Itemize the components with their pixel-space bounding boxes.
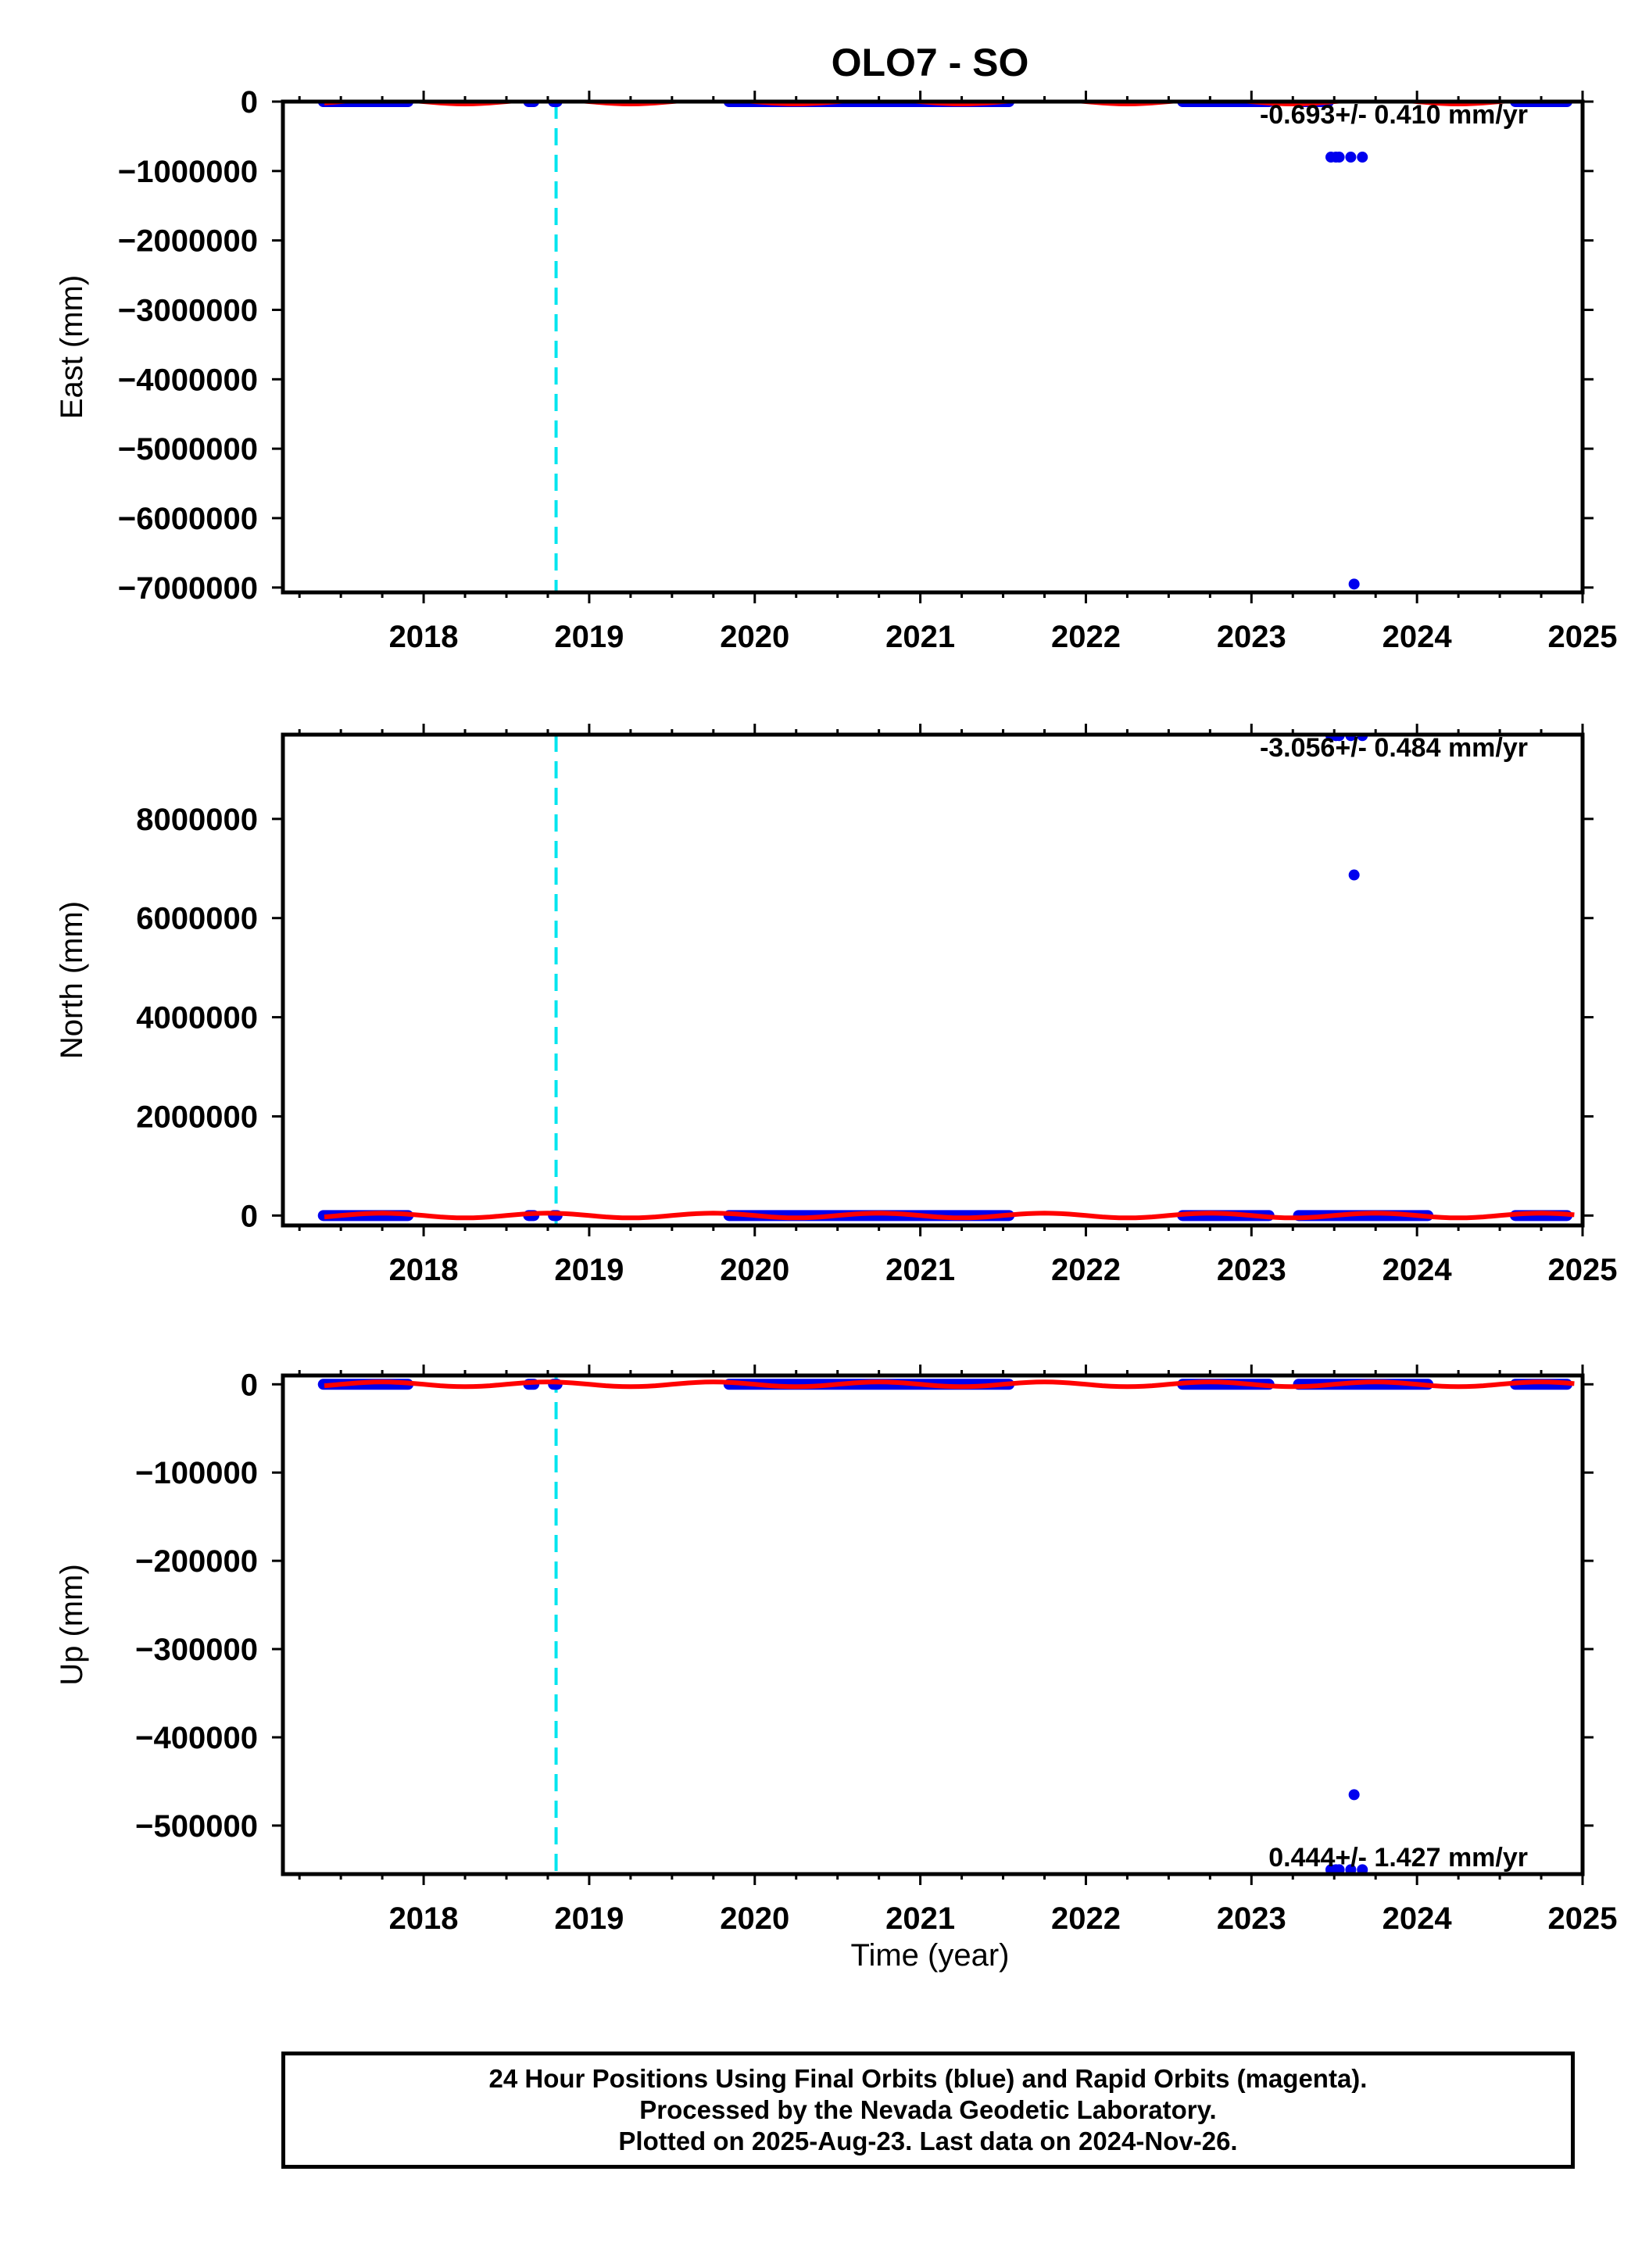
north-x-tick-label: 2025 xyxy=(1548,1253,1618,1287)
north-rate-label: -3.056+/- 0.484 mm/yr xyxy=(1260,733,1528,763)
up-rate-label: 0.444+/- 1.427 mm/yr xyxy=(1268,1843,1528,1873)
up-y-tick-label: −400000 xyxy=(135,1721,258,1755)
east-y-axis-label: East (mm) xyxy=(55,275,89,419)
up-x-tick-label: 2018 xyxy=(389,1901,459,1936)
east-outlier-point xyxy=(1345,152,1357,163)
up-x-tick-label: 2019 xyxy=(554,1901,624,1936)
east-y-tick-label: −1000000 xyxy=(118,155,258,189)
east-y-tick-label: −4000000 xyxy=(118,363,258,397)
east-x-tick-label: 2023 xyxy=(1217,620,1286,654)
east-y-tick-label: −2000000 xyxy=(118,224,258,259)
north-frame xyxy=(281,732,1585,1228)
east-x-tick-label: 2025 xyxy=(1548,620,1618,654)
east-x-tick-label: 2019 xyxy=(554,620,624,654)
east-frame xyxy=(281,99,1585,595)
east-model-line xyxy=(324,102,1575,107)
east-x-tick-label: 2020 xyxy=(720,620,789,654)
up-x-tick-label: 2023 xyxy=(1217,1901,1286,1936)
up-data xyxy=(317,1375,1575,1874)
up-x-tick-label: 2024 xyxy=(1383,1901,1453,1936)
east-y-tick-label: 0 xyxy=(241,85,258,120)
up-outlier-point xyxy=(1357,1864,1368,1874)
north-x-tick-label: 2024 xyxy=(1383,1253,1453,1287)
north-x-tick-label: 2022 xyxy=(1051,1253,1121,1287)
up-y-axis-label: Up (mm) xyxy=(55,1564,89,1686)
up-x-tick-label: 2021 xyxy=(885,1901,955,1936)
east-y-tick-label: −3000000 xyxy=(118,293,258,327)
up-y-tick-label: 0 xyxy=(241,1368,258,1402)
east-x-tick-label: 2021 xyxy=(885,620,955,654)
north-x-tick-label: 2020 xyxy=(720,1253,789,1287)
up-outlier-point xyxy=(1348,1789,1360,1801)
up-frame xyxy=(281,1373,1585,1876)
up-outlier-point xyxy=(1333,1864,1345,1874)
up-x-tick-label: 2022 xyxy=(1051,1901,1121,1936)
east-data xyxy=(317,102,1575,592)
east-x-tick-label: 2024 xyxy=(1383,620,1453,654)
east-y-tick-label: −5000000 xyxy=(118,432,258,467)
north-x-tick-label: 2023 xyxy=(1217,1253,1286,1287)
north-x-tick-label: 2019 xyxy=(554,1253,624,1287)
north-x-tick-label: 2018 xyxy=(389,1253,459,1287)
up-x-tick-label: 2025 xyxy=(1548,1901,1618,1936)
footer-line-1: 24 Hour Positions Using Final Orbits (bl… xyxy=(488,2064,1368,2093)
north-y-tick-label: 6000000 xyxy=(136,902,258,936)
north-model-line xyxy=(324,1211,1575,1221)
north-y-tick-label: 0 xyxy=(241,1199,258,1233)
x-axis-label: Time (year) xyxy=(851,1938,1010,1973)
up-outlier-point xyxy=(1345,1864,1357,1874)
footer-line-2: Processed by the Nevada Geodetic Laborat… xyxy=(639,2095,1217,2124)
north-panel: 2018 2019 2020 2021 2022 2023 2024 2025 0 2000000… xyxy=(55,724,1617,1287)
north-y-tick-label: 8000000 xyxy=(136,803,258,837)
east-panel: 2018 2019 2020 2021 2022 2023 2024 2025 0 −100000… xyxy=(55,85,1617,654)
up-y-tick-label: −500000 xyxy=(135,1809,258,1844)
up-model-line xyxy=(324,1379,1575,1390)
east-x-tick-label: 2022 xyxy=(1051,620,1121,654)
up-y-tick-label: −200000 xyxy=(135,1544,258,1579)
east-outlier-point xyxy=(1357,152,1368,163)
up-x-tick-label: 2020 xyxy=(720,1901,789,1936)
east-rate-label: -0.693+/- 0.410 mm/yr xyxy=(1260,100,1528,130)
north-y-axis-label: North (mm) xyxy=(55,901,89,1059)
north-data xyxy=(317,735,1575,1225)
east-y-tick-label: −6000000 xyxy=(118,502,258,536)
north-y-tick-label: 2000000 xyxy=(136,1100,258,1134)
north-y-tick-label: 4000000 xyxy=(136,1001,258,1036)
north-outlier-point xyxy=(1348,869,1360,881)
panels: 2018 2019 2020 2021 2022 2023 2024 2025 0 −100000… xyxy=(55,85,1617,1936)
up-panel: 2018 2019 2020 2021 2022 2023 2024 2025 0 −100000… xyxy=(55,1365,1617,1936)
footer-box: 24 Hour Positions Using Final Orbits (bl… xyxy=(281,2052,1575,2169)
north-x-tick-label: 2021 xyxy=(885,1253,955,1287)
east-x-tick-label: 2018 xyxy=(389,620,459,654)
chart-title: OLO7 - SO xyxy=(832,41,1029,84)
east-outlier-point xyxy=(1348,578,1360,590)
east-outlier-point xyxy=(1333,152,1345,163)
footer-line-3: Plotted on 2025-Aug-23. Last data on 202… xyxy=(618,2127,1238,2155)
east-y-tick-label: −7000000 xyxy=(118,571,258,606)
up-y-tick-label: −300000 xyxy=(135,1633,258,1667)
up-y-tick-label: −100000 xyxy=(135,1456,258,1490)
